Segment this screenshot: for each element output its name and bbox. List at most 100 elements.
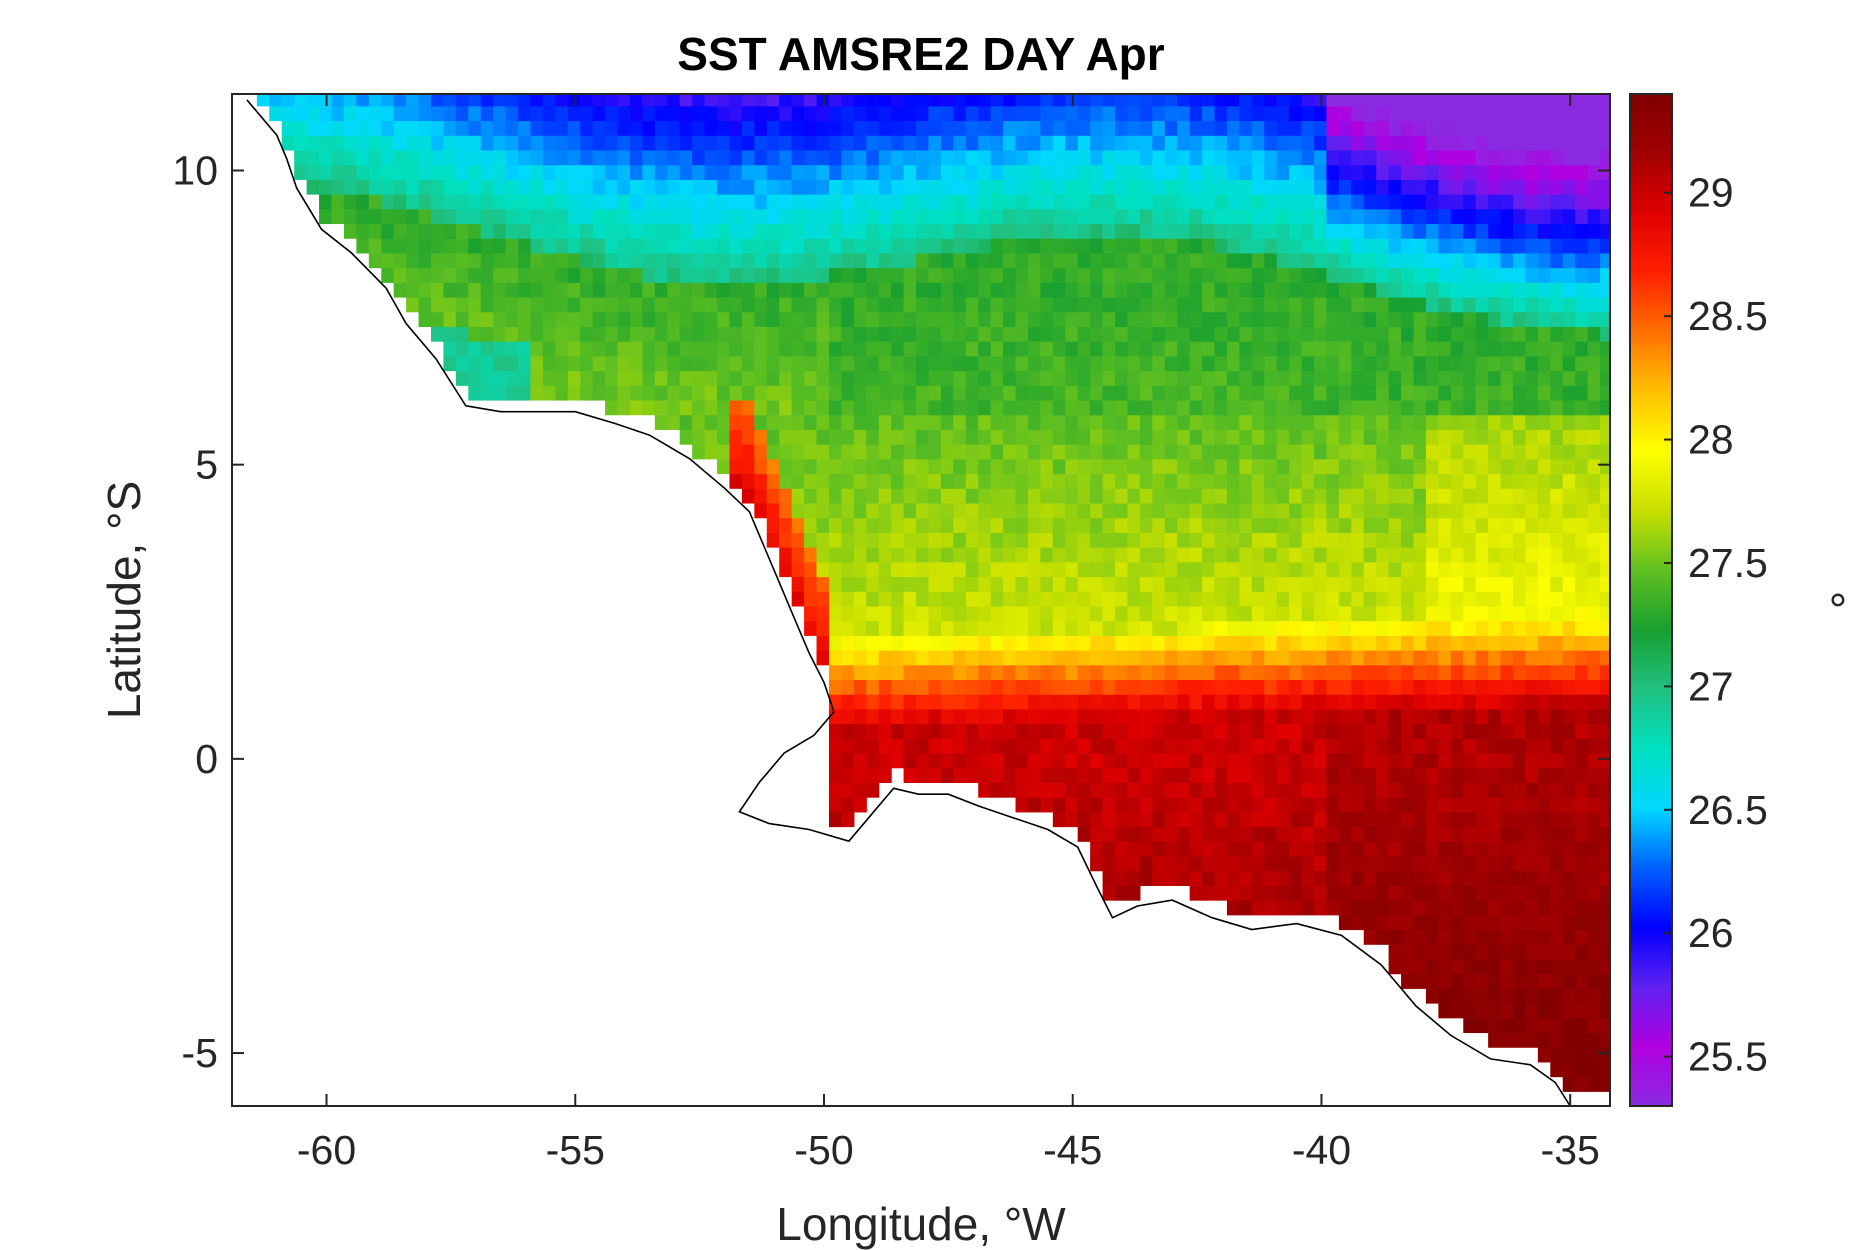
sst-cell: [1475, 429, 1489, 445]
sst-cell: [1550, 547, 1564, 563]
sst-cell: [406, 208, 420, 225]
sst-cell: [1214, 885, 1228, 901]
sst-cell: [779, 429, 793, 445]
sst-cell: [1376, 532, 1390, 548]
sst-cell: [480, 326, 494, 342]
sst-cell: [1090, 414, 1104, 430]
sst-cell: [1164, 547, 1178, 563]
sst-cell: [1600, 355, 1610, 372]
sst-cell: [1202, 694, 1216, 710]
sst-cell: [1550, 399, 1564, 416]
sst-cell: [1450, 826, 1464, 842]
sst-cell: [642, 355, 656, 372]
sst-cell: [741, 458, 755, 475]
sst-cell: [1338, 782, 1352, 798]
sst-cell: [1475, 855, 1489, 872]
sst-cell: [1177, 355, 1191, 372]
sst-cell: [1052, 591, 1066, 607]
sst-cell: [1463, 738, 1477, 754]
sst-cell: [1177, 120, 1191, 136]
sst-cell: [1177, 341, 1191, 357]
sst-cell: [1301, 267, 1315, 283]
sst-cell: [1251, 782, 1265, 798]
sst-cell: [853, 488, 867, 504]
sst-cell: [1600, 708, 1610, 725]
colorbar-label: °: [1802, 591, 1854, 609]
sst-cell: [1413, 385, 1427, 401]
sst-cell: [1512, 664, 1527, 681]
sst-cell: [418, 252, 432, 269]
sst-cell: [1450, 958, 1464, 975]
sst-cell: [1090, 296, 1104, 313]
sst-cell: [1401, 738, 1415, 754]
sst-cell: [1040, 620, 1054, 636]
sst-cell: [878, 605, 892, 622]
sst-cell: [1575, 547, 1589, 563]
sst-cell: [679, 267, 693, 283]
sst-cell: [1562, 311, 1576, 328]
sst-cell: [1475, 958, 1489, 975]
sst-cell: [667, 164, 681, 180]
sst-cell: [1388, 238, 1402, 254]
sst-cell: [1475, 811, 1489, 828]
sst-cell: [1388, 355, 1402, 372]
sst-cell: [1500, 267, 1514, 283]
sst-cell: [1239, 311, 1253, 328]
sst-cell: [1525, 855, 1539, 872]
sst-cell: [1214, 620, 1228, 636]
sst-cell: [953, 296, 967, 313]
sst-cell: [1264, 444, 1278, 460]
sst-cell: [1575, 1047, 1589, 1063]
sst-cell: [1438, 444, 1452, 460]
sst-cell: [1600, 223, 1610, 239]
sst-cell: [828, 326, 843, 342]
sst-cell: [1115, 547, 1129, 563]
sst-cell: [1189, 885, 1203, 901]
sst-cell: [1239, 385, 1253, 401]
sst-cell: [1127, 267, 1141, 283]
sst-cell: [891, 179, 905, 195]
sst-cell: [1351, 723, 1365, 739]
sst-cell: [990, 473, 1004, 489]
sst-cell: [1463, 944, 1477, 960]
sst-cell: [704, 385, 718, 401]
sst-cell: [1115, 841, 1129, 857]
sst-cell: [1425, 782, 1439, 798]
sst-cell: [953, 458, 967, 475]
sst-cell: [1077, 149, 1091, 166]
sst-cell: [1363, 635, 1377, 651]
sst-cell: [555, 135, 569, 151]
sst-cell: [1226, 208, 1240, 225]
sst-cell: [1338, 444, 1352, 460]
sst-cell: [990, 738, 1004, 754]
sst-cell: [1027, 547, 1041, 563]
sst-cell: [1090, 738, 1104, 754]
sst-cell: [1202, 664, 1216, 681]
sst-cell: [455, 94, 469, 107]
sst-cell: [443, 326, 457, 342]
sst-cell: [1040, 591, 1054, 607]
sst-cell: [1164, 385, 1178, 401]
sst-cell: [567, 194, 581, 210]
sst-cell: [1575, 444, 1589, 460]
sst-cell: [841, 267, 855, 283]
sst-cell: [1177, 576, 1191, 592]
sst-cell: [1338, 399, 1352, 416]
sst-cell: [804, 238, 818, 254]
sst-cell: [1512, 267, 1527, 283]
sst-cell: [754, 135, 768, 151]
sst-cell: [1139, 194, 1153, 210]
sst-cell: [1289, 414, 1303, 430]
sst-cell: [1388, 164, 1402, 180]
sst-cell: [617, 105, 631, 122]
sst-cell: [891, 194, 905, 210]
sst-cell: [555, 326, 569, 342]
sst-cell: [804, 267, 818, 283]
sst-cell: [1488, 488, 1502, 504]
sst-cell: [1450, 605, 1464, 622]
sst-cell: [1587, 414, 1601, 430]
sst-cell: [853, 502, 867, 519]
sst-cell: [1239, 870, 1253, 886]
sst-cell: [766, 238, 780, 254]
sst-cell: [1500, 296, 1514, 313]
